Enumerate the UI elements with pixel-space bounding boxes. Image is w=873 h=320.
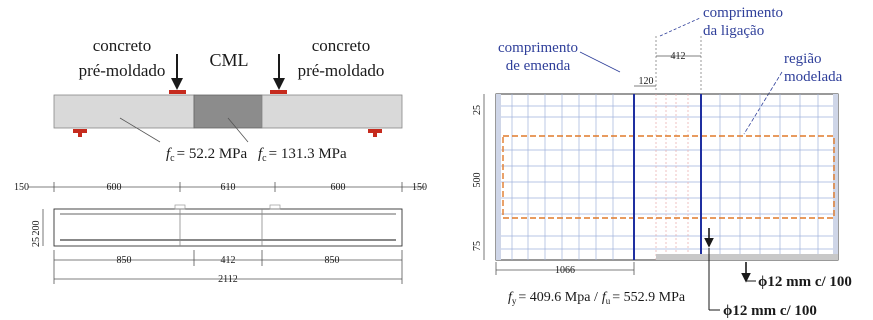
precast-left-label-line1: concreto [93, 36, 152, 55]
comprimento-ligacao-line1: comprimento [703, 5, 783, 21]
bottom-dim-412: 412 [221, 255, 236, 266]
fc-cml-value: fc = 131.3 MPa [258, 146, 347, 164]
joint-zone-grid [655, 94, 689, 260]
dim-412-value: 412 [671, 51, 686, 62]
cml-label: CML [209, 50, 248, 70]
comprimento-emenda-line1: comprimento [498, 40, 578, 56]
top-dim-150-right: 150 [412, 182, 427, 193]
rebar-label-1: ϕ12 mm c/ 100 [758, 274, 852, 290]
support-right [368, 129, 382, 137]
bottom-bar-zone [656, 254, 838, 260]
dim-120-value: 120 [639, 76, 654, 87]
top-dim-600-left: 600 [107, 182, 122, 193]
comprimento-emenda-line2: de emenda [506, 58, 571, 74]
total-length-value: 2112 [218, 274, 238, 285]
reinforcement-elevation-outline [53, 208, 403, 247]
cml-segment [193, 94, 263, 129]
comprimento-ligacao-line2: da ligação [703, 23, 764, 39]
end-plate-right [833, 94, 838, 260]
regiao-modelada-line2: modelada [784, 69, 843, 85]
beam-elevation-panel: concreto pré-moldado CML concreto pré-mo… [14, 36, 427, 285]
dim-500-value: 500 [472, 173, 483, 188]
top-dim-150-left: 150 [14, 182, 29, 193]
horizontal-rebar-grid [496, 105, 838, 250]
bottom-dimension-ticks [53, 250, 403, 284]
left-dim-25: 25 [31, 237, 42, 247]
modelled-region-outline [502, 135, 835, 219]
precast-right-label-line2: pré-moldado [298, 61, 385, 80]
bottom-dim-850-left: 850 [117, 255, 132, 266]
bottom-dim-850-right: 850 [325, 255, 340, 266]
fc-precast-leader [119, 117, 161, 143]
left-dim-200: 200 [31, 221, 42, 236]
support-left [73, 129, 87, 137]
top-dimension-ticks [53, 182, 403, 192]
top-dim-610: 610 [221, 182, 236, 193]
regiao-leader [743, 71, 783, 135]
vertical-stirrup-grid [511, 94, 819, 260]
precast-right-label-line1: concreto [312, 36, 371, 55]
ligacao-leader [659, 17, 701, 37]
section-outline [495, 93, 839, 261]
rebar-label-2: ϕ12 mm c/ 100 [723, 303, 817, 319]
fc-precast-value: fc = 52.2 MPa [166, 146, 248, 164]
emenda-leader [579, 51, 621, 73]
steel-strength-text: fy = 409.6 Mpa / fu = 552.9 MPa [508, 290, 686, 306]
lifting-insert-left [174, 204, 186, 210]
dim-25-value: 25 [472, 105, 483, 115]
precast-left-label-line2: pré-moldado [79, 61, 166, 80]
reinforcement-detail-panel: comprimento da ligação comprimento de em… [472, 5, 852, 319]
lifting-insert-right [269, 204, 281, 210]
dim-75-value: 75 [472, 241, 483, 251]
precast-segment-left [53, 94, 195, 129]
load-plate-left [169, 90, 186, 94]
regiao-modelada-line1: região [784, 51, 821, 67]
fc-cml-leader [227, 117, 249, 143]
load-plate-right [270, 90, 287, 94]
precast-segment-right [261, 94, 403, 129]
dim-1066-value: 1066 [555, 265, 575, 276]
end-plate-left [496, 94, 501, 260]
top-dim-600-right: 600 [331, 182, 346, 193]
